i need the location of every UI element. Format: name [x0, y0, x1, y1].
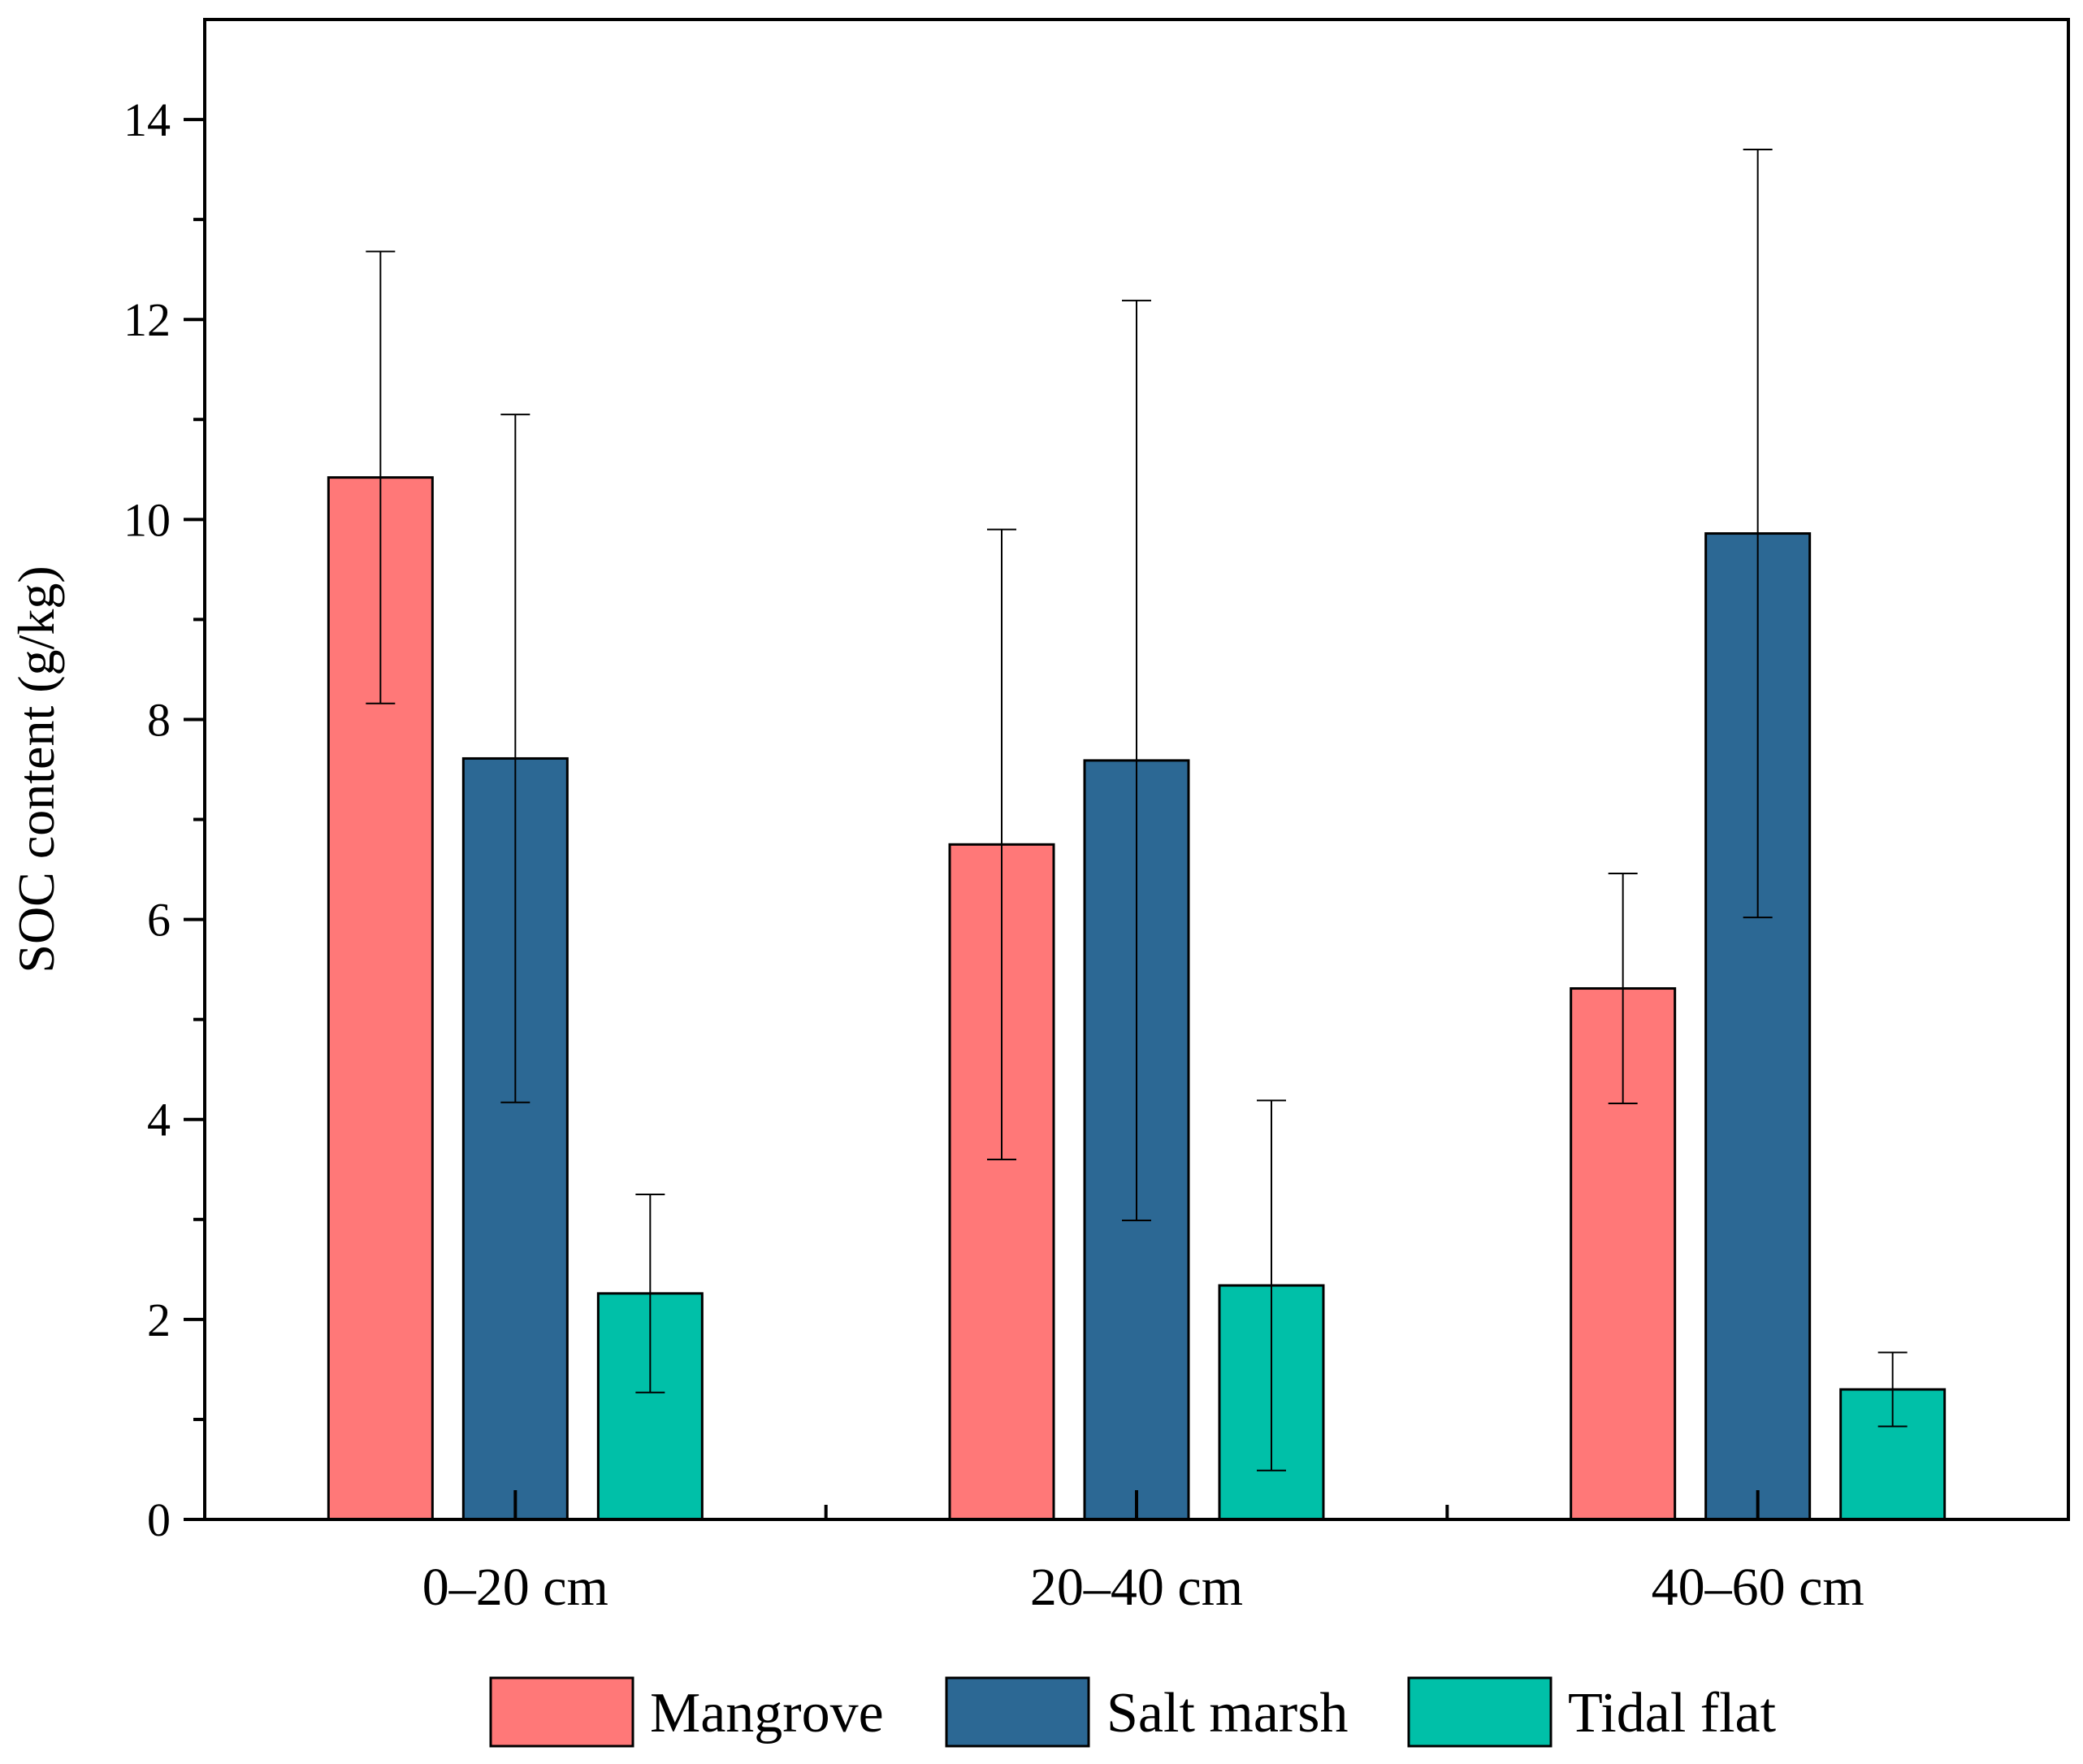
legend-swatch-tidal-flat: [1407, 1676, 1553, 1748]
legend-label-mangrove: Mangrove: [650, 1682, 884, 1744]
y-axis-title: SOC content (g/kg): [7, 566, 65, 973]
error-bar-tidal-flat-3: [1877, 1351, 1908, 1428]
y-tick-label-0: 0: [147, 1493, 171, 1546]
error-bar-salt-marsh-1: [500, 414, 530, 1103]
error-bar-mangrove-1: [366, 250, 396, 704]
y-tick-label-14: 14: [123, 93, 171, 146]
error-bar-mangrove-2: [987, 528, 1016, 1160]
error-bar-tidal-flat-2: [1257, 1099, 1286, 1471]
x-tick-label-3: 40–60 cm: [1652, 1558, 1864, 1617]
y-tick-label-12: 12: [123, 293, 171, 346]
error-bar-salt-marsh-3: [1743, 148, 1773, 919]
legend-label-salt-marsh: Salt marsh: [1106, 1682, 1348, 1744]
legend-swatch-salt-marsh: [945, 1676, 1090, 1748]
y-tick-label-4: 4: [147, 1094, 171, 1146]
legend-label-tidal-flat: Tidal flat: [1568, 1682, 1777, 1744]
error-bar-mangrove-3: [1608, 872, 1638, 1105]
y-tick-label-6: 6: [147, 894, 171, 947]
legend-swatch-mangrove: [489, 1676, 634, 1748]
axis-layer: 0–20 cm 20–40 cm 40–60 cm 0 2 4 6 8 10 12 14: [123, 93, 1864, 1617]
y-tick-label-10: 10: [123, 493, 171, 546]
legend: Mangrove Salt marsh Tidal flat: [489, 1676, 1777, 1748]
error-bar-salt-marsh-2: [1122, 299, 1151, 1222]
x-tick-label-1: 0–20 cm: [422, 1558, 608, 1617]
x-tick-label-2: 20–40 cm: [1030, 1558, 1243, 1617]
y-tick-label-2: 2: [147, 1294, 171, 1346]
error-bars-layer: [366, 148, 1908, 1471]
y-tick-label-8: 8: [147, 693, 171, 746]
error-bar-tidal-flat-1: [635, 1194, 665, 1393]
